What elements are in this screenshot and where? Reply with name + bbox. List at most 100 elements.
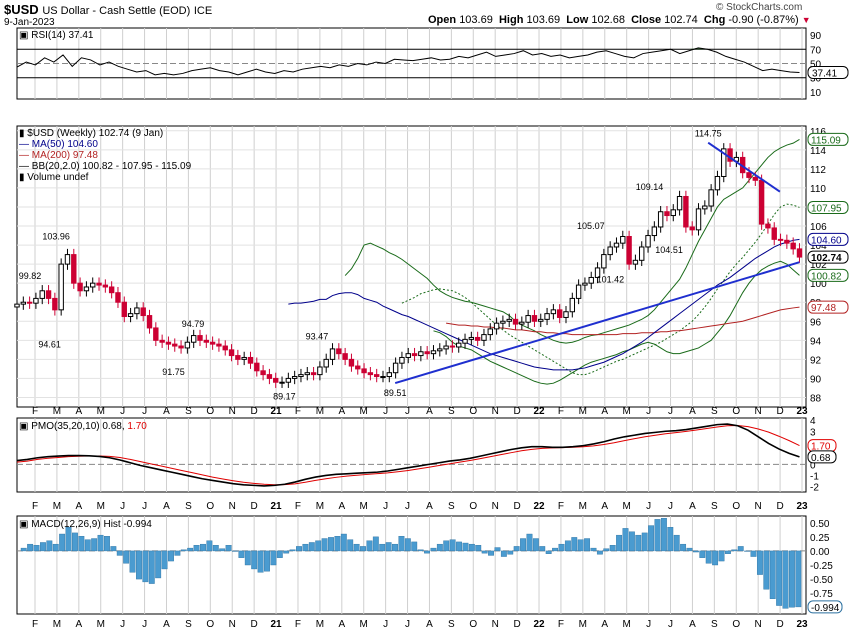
- x-tick-label: A: [163, 406, 170, 417]
- candle-body: [424, 351, 430, 355]
- x-tick-label: O: [206, 619, 214, 630]
- macd-hist-bar: [219, 548, 226, 552]
- candle-body: [405, 353, 411, 358]
- x-tick-label: J: [120, 406, 125, 417]
- x-tick-label: D: [513, 619, 520, 630]
- candle-body: [386, 372, 393, 378]
- candle-body: [594, 267, 601, 278]
- macd-hist-bar: [257, 550, 264, 573]
- chg-value: -0.90 (-0.87%): [728, 14, 799, 26]
- candle-body: [203, 339, 210, 343]
- x-tick-label: M: [623, 406, 631, 417]
- x-tick-label: J: [405, 501, 410, 512]
- candle-body: [222, 345, 228, 351]
- macd-tick-label: -0.50: [810, 575, 833, 586]
- price-annotation: 114.75: [695, 129, 722, 139]
- x-tick-label: S: [448, 406, 455, 417]
- macd-tag-value: -0.994: [811, 603, 840, 614]
- x-tick-label: F: [295, 406, 301, 417]
- candle-body: [512, 318, 519, 325]
- panel-frame-pmo: [16, 417, 807, 493]
- macd-hist-bar: [718, 550, 725, 562]
- macd-hist-bar: [328, 537, 334, 552]
- macd-hist-bar: [136, 550, 142, 580]
- candle-body: [392, 362, 399, 374]
- pmo-tick-label: 3: [810, 427, 816, 438]
- candle-body: [367, 372, 374, 376]
- macd-hist-bar: [513, 546, 520, 552]
- macd-hist-bar: [724, 550, 731, 554]
- candle-body: [285, 377, 292, 383]
- macd-hist-bar: [366, 540, 373, 552]
- candle-body: [159, 339, 165, 343]
- candle-body: [544, 313, 550, 320]
- rsi-current-tag: [807, 65, 849, 79]
- x-tick-label: J: [142, 406, 147, 417]
- candle-body: [683, 195, 689, 228]
- macd-hist-bar: [33, 545, 40, 552]
- macd-hist-bar: [641, 532, 648, 552]
- high-value: 103.69: [526, 14, 561, 26]
- x-tick-label: M: [623, 501, 631, 512]
- close-label: Close: [631, 14, 662, 26]
- candle-body: [317, 366, 323, 376]
- x-tick-label: A: [601, 619, 608, 630]
- macd-hist-bar: [609, 545, 616, 552]
- macd-hist-bar: [123, 550, 130, 564]
- candle-body: [575, 284, 582, 299]
- macd-hist-bar: [699, 550, 706, 558]
- candle-body: [569, 297, 576, 313]
- price-tick-label: 106: [810, 222, 827, 233]
- x-tick-label: J: [646, 619, 651, 630]
- candle-body: [247, 356, 254, 364]
- pmo-tick-label: -1: [810, 471, 819, 482]
- pmo-signal-value: 1.70: [127, 421, 147, 432]
- x-tick-label: O: [732, 501, 740, 512]
- x-tick-label: M: [623, 619, 631, 630]
- macd-tick-label: 0.25: [810, 533, 830, 544]
- candle-body: [355, 365, 361, 370]
- macd-hist-bar: [296, 546, 302, 552]
- macd-tick-label: 0.50: [810, 519, 830, 530]
- macd-hist-bar: [404, 538, 411, 552]
- macd-hist-bar: [116, 550, 123, 556]
- candle-body: [361, 368, 367, 374]
- macd-hist-bar: [321, 538, 328, 552]
- candle-body: [462, 338, 468, 344]
- candle-body: [443, 345, 449, 350]
- macd-hist-bar: [596, 550, 603, 555]
- macd-hist-bar: [232, 550, 238, 552]
- candle-body: [115, 292, 121, 303]
- instrument-name: US Dollar - Cash Settle (EOD): [42, 5, 191, 17]
- candle-body: [26, 301, 33, 304]
- x-tick-label: 22: [533, 619, 545, 630]
- candle-body: [777, 238, 784, 241]
- rsi-current-value: 37.41: [812, 68, 837, 79]
- macd-hist-bar: [52, 543, 59, 552]
- candle-body: [254, 362, 260, 372]
- symbol: $USD: [4, 2, 39, 17]
- macd-hist-bar: [571, 537, 578, 552]
- candle-body: [279, 381, 285, 384]
- rsi-tick-label: 70: [810, 45, 822, 56]
- x-tick-label: J: [142, 619, 147, 630]
- macd-hist-bar: [705, 550, 712, 564]
- x-tick-label: 22: [533, 501, 545, 512]
- macd-hist-bar: [270, 550, 277, 566]
- macd-hist-bar: [59, 533, 66, 552]
- x-tick-label: J: [668, 501, 673, 512]
- x-tick-label: A: [338, 619, 345, 630]
- candle-body: [380, 376, 386, 379]
- macd-hist-bar: [795, 550, 802, 608]
- candle-body: [90, 282, 96, 288]
- price-tick-label: 100: [810, 279, 827, 290]
- low-label: Low: [566, 14, 589, 26]
- macd-hist-bar: [558, 543, 565, 552]
- macd-hist-bar: [468, 543, 475, 552]
- candle-body: [676, 195, 683, 211]
- candle-body: [620, 235, 626, 244]
- macd-hist-bar: [238, 550, 245, 558]
- macd-hist-bar: [276, 550, 283, 558]
- price-annotation: 101.42: [597, 275, 625, 285]
